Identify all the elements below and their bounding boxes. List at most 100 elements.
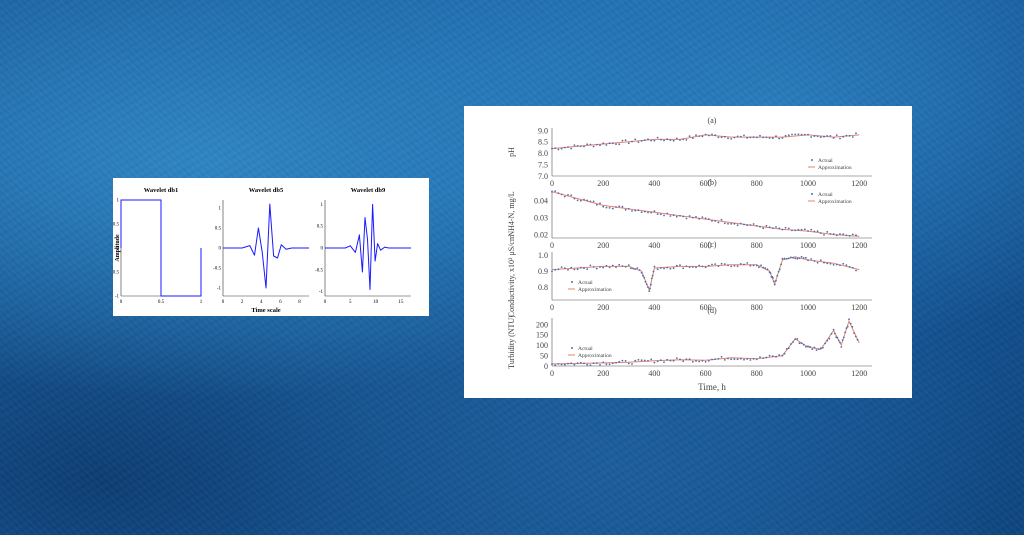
actual-point xyxy=(637,358,640,361)
actual-point xyxy=(707,264,710,267)
actual-point xyxy=(803,228,806,231)
actual-point xyxy=(560,193,563,196)
actual-point xyxy=(835,134,838,136)
y-axis-label: Amplitude xyxy=(115,234,121,262)
x-tick-label: 0 xyxy=(324,300,327,305)
actual-point xyxy=(829,233,832,235)
actual-point xyxy=(649,287,651,290)
actual-point xyxy=(736,224,739,227)
actual-point xyxy=(743,223,745,226)
actual-point xyxy=(586,268,589,271)
actual-point xyxy=(844,331,846,334)
actual-point xyxy=(781,228,784,231)
actual-point xyxy=(570,147,573,150)
actual-point xyxy=(707,359,710,362)
actual-point xyxy=(805,256,807,259)
actual-point xyxy=(848,265,851,268)
actual-point xyxy=(762,136,765,139)
actual-point xyxy=(634,359,637,362)
actual-point xyxy=(624,265,627,268)
actual-point xyxy=(800,342,803,344)
actual-point xyxy=(557,363,560,365)
actual-point xyxy=(653,139,656,142)
actual-point xyxy=(835,234,838,237)
actual-point xyxy=(711,358,713,361)
actual-point xyxy=(653,361,656,364)
actual-point xyxy=(755,136,758,139)
actual-point xyxy=(835,263,838,266)
actual-point xyxy=(720,136,723,139)
actual-point xyxy=(811,348,814,350)
actual-point xyxy=(768,354,771,357)
actual-point xyxy=(778,354,781,356)
actual-point xyxy=(618,205,621,208)
actual-point xyxy=(771,137,774,140)
actual-point xyxy=(813,260,816,262)
actual-point xyxy=(627,362,630,365)
actual-point xyxy=(570,362,573,365)
actual-point xyxy=(688,266,691,269)
actual-point xyxy=(842,233,845,235)
x-tick-label: 200 xyxy=(597,179,609,188)
actual-point xyxy=(589,200,592,203)
actual-point xyxy=(573,144,576,146)
actual-point xyxy=(851,233,854,236)
actual-point xyxy=(688,358,691,360)
actual-point xyxy=(755,358,758,361)
actual-point xyxy=(720,356,723,358)
actual-point xyxy=(563,195,566,198)
actual-point xyxy=(798,342,801,345)
actual-point xyxy=(701,359,704,362)
actual-point xyxy=(640,271,643,274)
subplot-3: Wavelet db9 0 5 10 15 1 0.5 0 -0.5 -1 xyxy=(315,187,411,305)
actual-point xyxy=(659,138,662,141)
subplot-tag: (b) xyxy=(707,178,717,187)
actual-point xyxy=(611,207,614,210)
actual-point xyxy=(583,362,585,365)
actual-point xyxy=(608,142,611,145)
y-tick-label: 0.03 xyxy=(534,213,548,222)
actual-point xyxy=(720,262,723,265)
actual-point xyxy=(730,265,733,268)
actual-point xyxy=(576,199,579,202)
actual-point xyxy=(807,230,809,232)
actual-point xyxy=(634,138,637,141)
actual-point xyxy=(679,264,681,266)
y-tick-label: 1 xyxy=(219,207,222,212)
y-tick-label: 1.0 xyxy=(538,251,548,260)
actual-point xyxy=(615,266,617,268)
x-tick-label: 800 xyxy=(751,303,763,312)
actual-point xyxy=(837,339,840,342)
actual-point xyxy=(787,227,790,230)
legend-actual-label: Actual xyxy=(818,192,833,198)
subplot-title: Wavelet db5 xyxy=(249,187,284,194)
legend-actual-label: Actual xyxy=(578,280,593,286)
actual-point xyxy=(775,135,777,138)
actual-point xyxy=(826,135,829,137)
actual-point xyxy=(783,352,786,355)
actual-point xyxy=(730,222,733,225)
actual-point xyxy=(663,139,665,142)
actual-point xyxy=(714,220,717,222)
actual-point xyxy=(675,215,678,218)
actual-point xyxy=(675,357,678,359)
x-tick-label: 1200 xyxy=(851,241,867,250)
actual-point xyxy=(605,144,608,146)
actual-point xyxy=(698,264,701,267)
actual-point xyxy=(829,135,832,137)
actual-point xyxy=(819,347,822,350)
legend-approx-label: Approximation xyxy=(818,165,852,171)
actual-point xyxy=(743,263,745,266)
actual-point xyxy=(666,266,669,269)
actual-point xyxy=(823,261,825,264)
actual-point xyxy=(815,349,818,351)
actual-point xyxy=(733,222,736,225)
y-tick-label: 1 xyxy=(117,199,120,204)
legend-actual-label: Actual xyxy=(578,346,593,352)
actual-point xyxy=(605,206,608,209)
actual-point xyxy=(733,265,736,267)
actual-point xyxy=(624,360,627,362)
actual-point xyxy=(711,263,713,266)
actual-point xyxy=(842,262,845,265)
actual-point xyxy=(803,133,806,136)
